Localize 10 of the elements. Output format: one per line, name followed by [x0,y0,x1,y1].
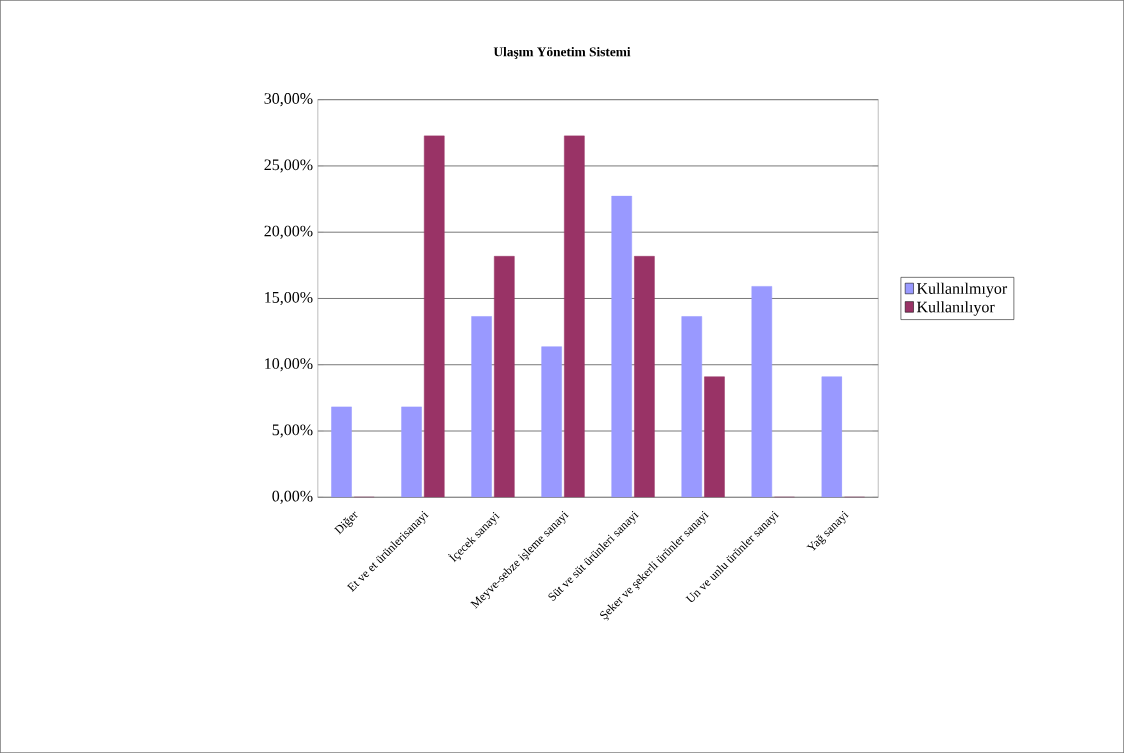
y-tick-label: 30,00% [264,93,313,107]
legend-label: Kullanılıyor [916,301,995,316]
y-tick-label: 5,00% [272,424,313,438]
y-tick-label: 10,00% [265,358,313,372]
y-tick-label: 20,00% [264,225,313,239]
chart-title: Ulaşım Yönetim Sistemi [493,46,631,59]
y-tick-label: 15,00% [265,291,313,305]
legend-label: Kullanılmıyor [916,282,1008,298]
y-tick-label: 0,00% [272,490,313,504]
y-tick-label: 25,00% [264,159,313,173]
